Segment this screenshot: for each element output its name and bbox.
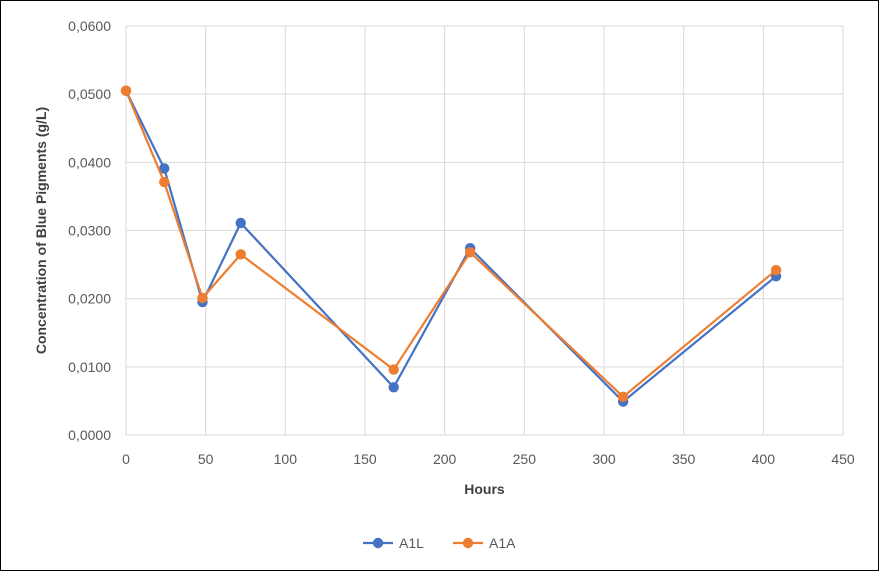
legend-swatch-marker [372,537,384,549]
y-tick-label: 0,0200 [68,291,111,307]
data-point-a1a [464,247,476,258]
series-line-a1a [124,90,777,398]
data-point-a1l [388,382,399,393]
tick-labels: 0,0000 0,0100 0,0200 0,0300 0,0400 0,0500 0,06… [68,18,855,467]
x-axis-title: Hours [464,481,505,497]
y-tick-label: 0,0000 [68,427,111,443]
x-tick-label: 50 [198,451,214,467]
legend-item-a1l: A1L [363,535,424,551]
data-point-a1a [197,292,208,304]
legend-label: A1A [489,535,516,551]
y-tick-label: 0,0600 [68,18,111,34]
x-tick-label: 150 [353,451,377,467]
legend: A1L A1A [363,535,516,551]
x-tick-label: 300 [592,451,616,467]
y-tick-label: 0,0300 [68,223,111,239]
data-point-a1a [159,176,170,188]
data-point-a1l [235,217,246,229]
legend-label: A1L [399,535,424,551]
data-point-a1a [120,85,132,96]
data-point-a1a [388,364,399,375]
legend-swatch-marker [462,537,474,549]
legend-item-a1a: A1A [453,535,516,551]
series-layer [120,85,782,407]
y-axis-title: Concentration of Blue Pigments (g/L) [33,107,49,354]
y-tick-label: 0,0400 [68,154,111,170]
x-tick-label: 250 [513,451,537,467]
y-tick-label: 0,0500 [68,86,111,102]
data-point-a1a [235,249,246,260]
x-tick-label: 200 [433,451,457,467]
x-tick-label: 400 [752,451,776,467]
gridlines [125,25,844,436]
series-a1a [120,85,782,403]
series-a1l [120,85,782,407]
y-tick-label: 0,0100 [68,359,111,375]
data-point-a1a [770,264,782,276]
x-tick-label: 350 [672,451,696,467]
data-point-a1l [159,163,170,174]
series-line-a1l [125,90,777,403]
data-point-a1a [617,391,629,403]
x-tick-label: 450 [831,451,855,467]
x-tick-label: 100 [274,451,298,467]
x-tick-label: 0 [122,451,130,467]
